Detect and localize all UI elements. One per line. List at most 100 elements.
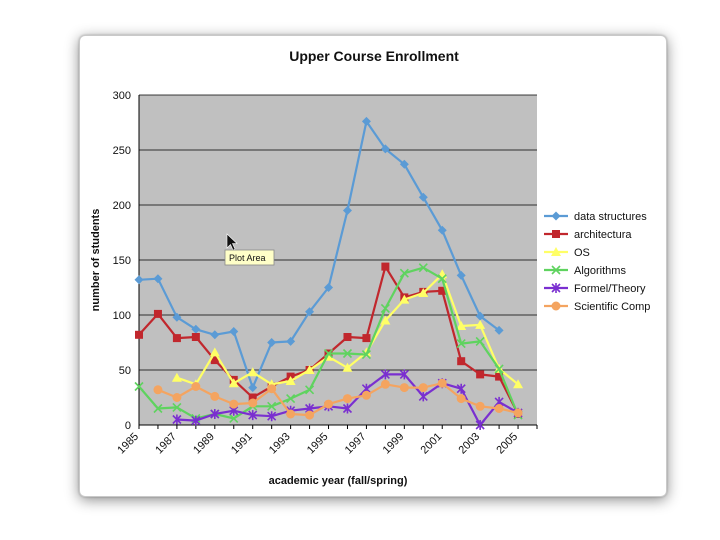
- data-point: [248, 410, 258, 421]
- legend-marker: [551, 283, 561, 293]
- data-point: [399, 268, 409, 278]
- chart-svg: Upper Course Enrollment 0 50 100 150 200 250 3…: [90, 48, 650, 487]
- data-point: [267, 411, 277, 422]
- data-point: [437, 378, 447, 388]
- data-point: [267, 338, 277, 347]
- series-layer: [134, 116, 524, 430]
- x-tick-label: 1999: [381, 431, 407, 457]
- data-point: [457, 357, 466, 366]
- x-tick-label: 1991: [229, 431, 255, 457]
- data-point: [209, 347, 220, 357]
- data-point: [172, 402, 182, 412]
- data-point: [191, 382, 201, 391]
- data-point: [285, 376, 296, 385]
- data-point: [171, 372, 182, 382]
- data-point: [134, 275, 144, 285]
- data-point: [362, 334, 371, 343]
- data-point: [418, 263, 428, 273]
- legend: data structures architectura OS Algorithms F…: [544, 211, 650, 313]
- data-point: [381, 262, 390, 271]
- data-point: [380, 379, 390, 389]
- data-point: [248, 398, 258, 408]
- data-point: [342, 403, 353, 414]
- y-tick-label: 200: [113, 200, 131, 212]
- data-point: [135, 330, 143, 339]
- data-point: [418, 383, 428, 393]
- data-point: [399, 159, 409, 169]
- cursor-tooltip: Plot Area: [224, 233, 275, 266]
- data-point: [210, 391, 220, 401]
- mouse-pointer-icon: [226, 233, 238, 251]
- data-point: [305, 410, 315, 420]
- data-point: [380, 369, 390, 380]
- legend-label: OS: [574, 247, 590, 259]
- data-point: [342, 348, 353, 359]
- data-point: [172, 393, 182, 402]
- legend-label: Scientific Comp: [574, 301, 650, 313]
- tooltip-box: [224, 249, 275, 266]
- data-point: [418, 192, 428, 202]
- data-point: [513, 379, 524, 389]
- data-point: [456, 270, 466, 280]
- chart-window: Upper Course Enrollment 0 50 100 150 200 250 3…: [79, 35, 667, 497]
- data-point: [286, 409, 296, 419]
- data-point: [248, 383, 258, 393]
- data-point: [210, 330, 220, 340]
- data-point: [494, 325, 504, 335]
- data-point: [380, 303, 390, 313]
- data-point: [399, 369, 409, 380]
- x-tick-label: 1985: [115, 431, 141, 457]
- x-tick-label: 2003: [456, 431, 482, 457]
- y-tick-label: 300: [113, 90, 131, 102]
- data-point: [494, 404, 504, 413]
- legend-marker: [552, 230, 560, 238]
- y-tick-label: 250: [113, 145, 131, 157]
- y-tick-label: 0: [125, 420, 131, 432]
- data-point: [324, 399, 334, 409]
- tooltip-label: Plot Area: [229, 253, 266, 263]
- data-point: [286, 394, 296, 404]
- data-point: [153, 309, 162, 318]
- data-point: [228, 378, 239, 388]
- data-point: [361, 390, 371, 400]
- data-point: [399, 383, 409, 393]
- data-point: [475, 420, 485, 430]
- data-point: [172, 414, 182, 425]
- data-point: [418, 391, 428, 402]
- data-point: [342, 394, 352, 404]
- data-point: [438, 286, 447, 295]
- data-point: [380, 315, 391, 325]
- data-point: [494, 364, 504, 374]
- data-point: [323, 348, 334, 359]
- data-point: [513, 408, 523, 418]
- data-point: [475, 401, 485, 411]
- data-point: [305, 385, 315, 395]
- data-point: [437, 225, 447, 235]
- y-axis-title: number of students: [90, 209, 102, 312]
- data-point: [134, 381, 144, 392]
- data-point: [153, 385, 163, 395]
- data-point: [343, 333, 352, 341]
- data-point: [475, 311, 485, 321]
- data-point: [229, 413, 239, 423]
- x-tick-label: 1997: [343, 431, 369, 457]
- data-point: [475, 336, 485, 346]
- data-point: [229, 327, 239, 336]
- data-point: [153, 274, 163, 284]
- y-tick-label: 50: [119, 365, 131, 377]
- data-point: [248, 393, 257, 402]
- data-point: [456, 394, 466, 404]
- data-point: [456, 321, 467, 330]
- x-tick-label: 2005: [494, 431, 520, 457]
- data-point: [342, 206, 352, 215]
- data-point: [361, 350, 371, 360]
- data-point: [153, 403, 163, 414]
- data-point: [456, 339, 466, 349]
- data-point: [191, 324, 201, 334]
- data-point: [210, 409, 220, 419]
- y-tick-label: 100: [113, 310, 131, 322]
- data-point: [324, 283, 334, 292]
- series-0: [134, 116, 504, 393]
- data-point: [361, 116, 371, 126]
- data-point: [380, 144, 390, 154]
